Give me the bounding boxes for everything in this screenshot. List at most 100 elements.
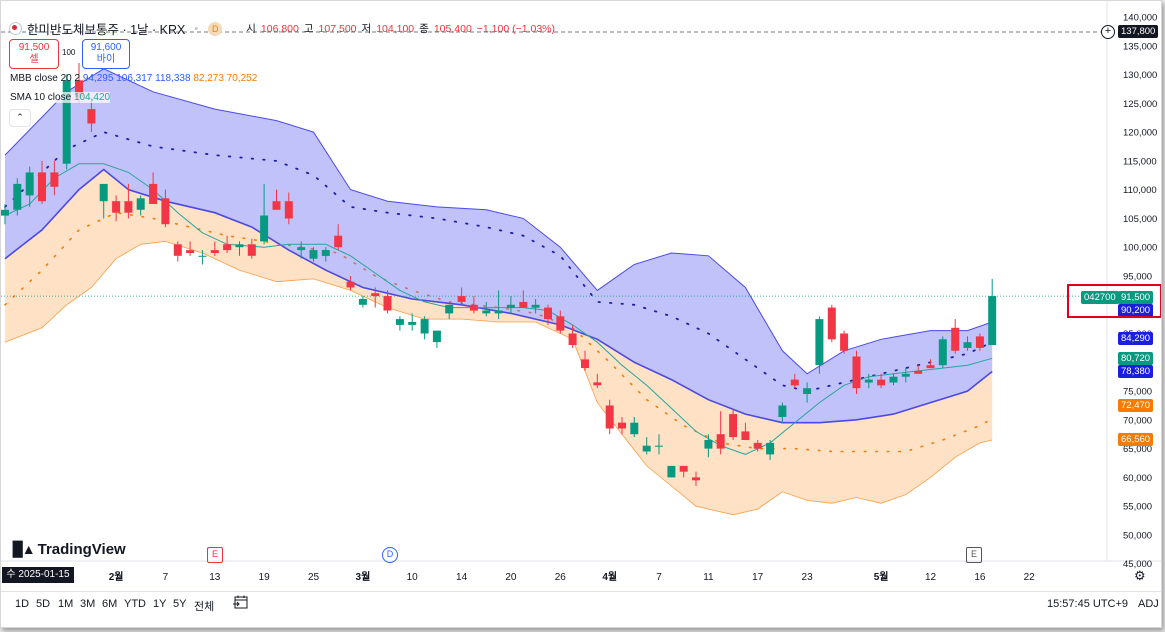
price-tick-label: 55,000: [1123, 502, 1152, 513]
candle-body: [112, 201, 121, 213]
candle-body: [531, 304, 540, 308]
dividend-event-marker[interactable]: D: [382, 547, 398, 563]
candle-body: [704, 440, 713, 449]
candle-body: [926, 365, 935, 369]
range-button[interactable]: YTD: [124, 598, 146, 610]
sell-label: 셀: [29, 54, 39, 65]
candle-body: [38, 172, 46, 202]
range-button[interactable]: 5D: [36, 598, 51, 610]
low-value: 104,100: [376, 22, 415, 35]
last-price-tag: 91,500: [1118, 291, 1154, 304]
sma-tag: 80,720: [1118, 352, 1154, 365]
time-tick-label: 11: [703, 572, 714, 583]
tradingview-logo[interactable]: ▉▲ TradingView: [13, 541, 126, 558]
data-badge[interactable]: D: [208, 21, 223, 36]
range-button[interactable]: 6M: [102, 598, 118, 610]
low-label: 저: [361, 23, 372, 35]
buy-button[interactable]: 91,600 바이: [82, 39, 130, 69]
range-button[interactable]: 1Y: [153, 598, 167, 610]
candle-body: [408, 322, 417, 325]
status-dots: •: [194, 22, 200, 35]
candle-body: [938, 339, 947, 366]
range-button[interactable]: 1M: [58, 598, 74, 610]
price-tick-label: 125,000: [1123, 99, 1157, 110]
candle-body: [963, 342, 972, 348]
mbb-legend[interactable]: MBB close 20 2 94,295 106,317 118,338 82…: [10, 73, 257, 84]
sell-price: 91,500: [18, 42, 50, 53]
time-tick-label: 3월: [356, 571, 371, 583]
add-plus-icon[interactable]: +: [1101, 25, 1115, 39]
time-tick-label: 7: [163, 572, 169, 583]
high-label: 고: [303, 23, 314, 35]
mbb-value: 106,317: [116, 73, 153, 84]
crosshair-date-label: 수 2025-01-15: [2, 567, 74, 583]
candle-body: [840, 333, 849, 351]
time-tick-label: 23: [802, 572, 814, 583]
time-tick-label: 19: [259, 572, 271, 583]
price-highlight-box: [1067, 284, 1161, 318]
price-tick-label: 45,000: [1123, 559, 1152, 570]
time-tick-label: 10: [407, 572, 419, 583]
candle-body: [951, 327, 960, 351]
symbol-title[interactable]: 한미반도체보통주 · 1날 · KRX: [27, 23, 186, 37]
candle-body: [309, 250, 318, 259]
candle-body: [877, 379, 886, 386]
calendar-range-icon[interactable]: [233, 595, 249, 610]
price-tick-label: 110,000: [1123, 185, 1157, 196]
candle-body: [75, 80, 83, 98]
candle-body: [753, 442, 762, 449]
symbol-header: 한미반도체보통주 · 1날 · KRX • D 시 106,800 고 107,50…: [9, 19, 555, 38]
candle-body: [321, 250, 330, 256]
time-tick-label: 2월: [109, 571, 124, 583]
candle-body: [186, 250, 195, 253]
candle-body: [581, 359, 589, 368]
chevron-up-icon[interactable]: ⌃: [9, 109, 31, 127]
time-tick-label: 22: [1024, 572, 1036, 583]
price-tick-label: 75,000: [1123, 387, 1152, 398]
candle-body: [568, 333, 577, 345]
candle-body: [358, 299, 367, 305]
sma-legend[interactable]: SMA 10 close 104,420: [10, 92, 111, 103]
candle-body: [272, 201, 281, 210]
open-value: 106,800: [260, 22, 299, 35]
logo-text: TradingView: [37, 541, 126, 558]
candle-body: [889, 376, 898, 383]
candle-body: [494, 310, 503, 314]
time-tick-label: 17: [752, 572, 764, 583]
buy-price: 91,600: [90, 42, 122, 53]
candle-body: [1, 209, 9, 216]
sell-button[interactable]: 91,500 셀: [9, 39, 59, 69]
range-button[interactable]: 1D: [15, 598, 30, 610]
price-tick-label: 135,000: [1123, 41, 1157, 52]
candle-body: [815, 319, 824, 366]
candle-body: [519, 301, 528, 308]
candle-body: [25, 172, 34, 196]
candle-body: [235, 244, 244, 248]
candle-body: [741, 431, 750, 440]
range-button[interactable]: 전체: [194, 601, 215, 613]
price-tick-label: 120,000: [1123, 128, 1157, 139]
candle-body: [62, 80, 71, 164]
clock[interactable]: 15:57:45 UTC+9: [1047, 598, 1129, 610]
candle-body: [13, 183, 22, 210]
range-button[interactable]: 5Y: [173, 598, 187, 610]
candle-body: [284, 201, 293, 219]
candle-body: [556, 316, 565, 331]
earnings-event-marker[interactable]: E: [207, 547, 223, 563]
mbb-value: 82,273: [193, 73, 224, 84]
candle-body: [395, 319, 404, 325]
range-button[interactable]: 3M: [80, 598, 96, 610]
candle-body: [852, 356, 861, 389]
candle-body: [149, 183, 158, 204]
sma-label: SMA 10 close: [10, 92, 72, 103]
price-chart[interactable]: 140,000 135,000 130,000 125,000 120,000 115,0…: [1, 1, 1161, 591]
gear-icon[interactable]: ⚙: [1134, 568, 1146, 583]
price-tick-label: 130,000: [1123, 70, 1157, 81]
change-value: −1,100 (−1.03%): [476, 22, 556, 35]
close-label: 종: [419, 23, 429, 35]
candle-body: [544, 307, 552, 320]
adjust-toggle[interactable]: ADJ: [1138, 598, 1159, 610]
earnings-event-marker[interactable]: E: [966, 547, 982, 563]
time-tick-label: 4월: [602, 571, 617, 583]
